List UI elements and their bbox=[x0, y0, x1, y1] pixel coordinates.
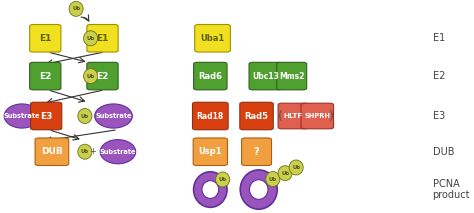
Ellipse shape bbox=[278, 166, 292, 181]
Ellipse shape bbox=[83, 31, 98, 46]
Ellipse shape bbox=[216, 172, 230, 187]
Ellipse shape bbox=[202, 181, 219, 199]
FancyBboxPatch shape bbox=[87, 24, 118, 52]
Text: +: + bbox=[90, 147, 96, 156]
Text: Rad5: Rad5 bbox=[245, 111, 269, 121]
Ellipse shape bbox=[100, 140, 136, 164]
FancyBboxPatch shape bbox=[30, 102, 62, 130]
Text: ?: ? bbox=[254, 147, 259, 157]
Text: DUB: DUB bbox=[433, 147, 454, 157]
Text: Ub: Ub bbox=[269, 177, 277, 181]
FancyBboxPatch shape bbox=[30, 62, 61, 90]
Text: Ub: Ub bbox=[81, 149, 89, 154]
FancyBboxPatch shape bbox=[277, 62, 307, 90]
Text: Ub: Ub bbox=[72, 6, 80, 11]
Ellipse shape bbox=[193, 172, 227, 207]
FancyBboxPatch shape bbox=[87, 62, 118, 90]
FancyBboxPatch shape bbox=[240, 102, 273, 130]
Ellipse shape bbox=[95, 104, 132, 128]
FancyBboxPatch shape bbox=[192, 102, 228, 130]
Ellipse shape bbox=[83, 69, 98, 83]
Text: E1: E1 bbox=[39, 34, 52, 43]
Text: E3: E3 bbox=[433, 111, 445, 121]
Text: Substrate: Substrate bbox=[95, 113, 132, 119]
Text: E1: E1 bbox=[433, 33, 445, 43]
Text: Substrate: Substrate bbox=[4, 113, 40, 119]
FancyBboxPatch shape bbox=[195, 24, 230, 52]
Ellipse shape bbox=[78, 144, 92, 159]
Text: PCNA
product: PCNA product bbox=[433, 179, 470, 200]
Text: Ub: Ub bbox=[281, 171, 289, 176]
Text: Ubc13: Ubc13 bbox=[252, 72, 279, 81]
Text: Mms2: Mms2 bbox=[279, 72, 304, 81]
Ellipse shape bbox=[289, 160, 303, 175]
Text: HLTF: HLTF bbox=[283, 113, 303, 119]
FancyBboxPatch shape bbox=[249, 62, 282, 90]
FancyBboxPatch shape bbox=[301, 103, 334, 129]
Text: Ub: Ub bbox=[81, 114, 89, 118]
Text: Ub: Ub bbox=[87, 36, 95, 41]
Text: Usp1: Usp1 bbox=[199, 147, 222, 156]
Text: Ub: Ub bbox=[219, 177, 227, 182]
Text: E2: E2 bbox=[39, 72, 52, 81]
FancyBboxPatch shape bbox=[193, 62, 227, 90]
Ellipse shape bbox=[249, 180, 268, 199]
Text: E1: E1 bbox=[96, 34, 109, 43]
Text: Uba1: Uba1 bbox=[201, 34, 225, 43]
Text: E2: E2 bbox=[96, 72, 109, 81]
Ellipse shape bbox=[240, 170, 277, 209]
FancyBboxPatch shape bbox=[193, 138, 228, 166]
Text: E2: E2 bbox=[433, 71, 445, 81]
Text: E3: E3 bbox=[40, 111, 52, 121]
Text: Ub: Ub bbox=[87, 73, 95, 79]
Text: (: ( bbox=[277, 109, 283, 122]
Text: ): ) bbox=[329, 109, 334, 122]
Text: DUB: DUB bbox=[41, 147, 63, 156]
FancyBboxPatch shape bbox=[35, 138, 69, 166]
FancyBboxPatch shape bbox=[242, 138, 272, 166]
Text: Substrate: Substrate bbox=[100, 149, 136, 155]
FancyBboxPatch shape bbox=[30, 24, 61, 52]
Ellipse shape bbox=[4, 104, 40, 128]
Text: Ub: Ub bbox=[292, 165, 300, 170]
FancyBboxPatch shape bbox=[278, 103, 308, 129]
Text: SHPRH: SHPRH bbox=[304, 113, 330, 119]
Text: Rad6: Rad6 bbox=[198, 72, 222, 81]
Ellipse shape bbox=[69, 1, 83, 16]
Ellipse shape bbox=[78, 109, 92, 124]
Ellipse shape bbox=[266, 171, 280, 187]
Text: Rad18: Rad18 bbox=[197, 111, 224, 121]
